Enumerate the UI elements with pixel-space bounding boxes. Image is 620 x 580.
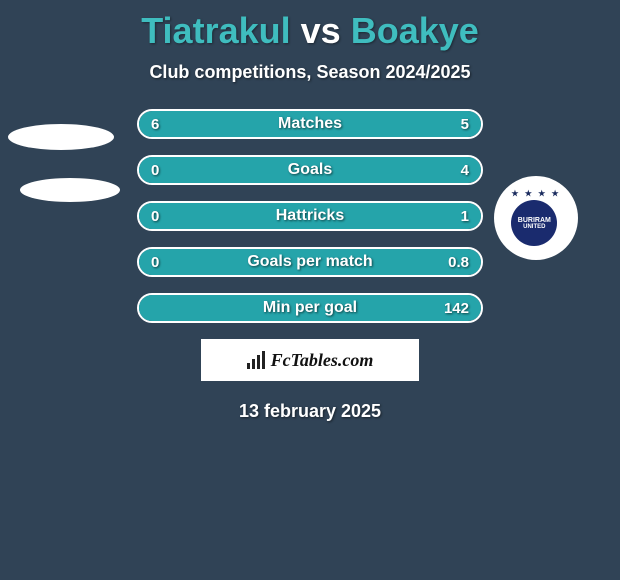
stat-fill-left <box>139 111 325 137</box>
badge-label: BURIRAM <box>518 217 551 224</box>
stat-left-value: 0 <box>151 157 159 183</box>
comparison-title: Tiatrakul vs Boakye <box>0 0 620 52</box>
stat-left-value: 6 <box>151 111 159 137</box>
badge-emblem-icon: BURIRAM UNITED <box>511 200 557 246</box>
avatar-placeholder-left-bottom <box>20 178 120 202</box>
vs-text: vs <box>301 10 341 51</box>
avatar-placeholder-left-top <box>8 124 114 150</box>
stat-right-value: 0.8 <box>448 249 469 275</box>
stat-fill-right <box>139 295 481 321</box>
bars-icon <box>247 351 265 369</box>
badge-inner: ★ ★ ★ ★ BURIRAM UNITED <box>511 190 560 246</box>
player1-name: Tiatrakul <box>141 10 290 51</box>
badge-sublabel: UNITED <box>523 224 545 230</box>
date: 13 february 2025 <box>0 401 620 422</box>
stat-fill-right <box>139 157 481 183</box>
stat-left-value: 0 <box>151 203 159 229</box>
stat-left-value: 0 <box>151 249 159 275</box>
badge-stars-icon: ★ ★ ★ ★ <box>511 190 560 198</box>
stat-right-value: 5 <box>461 111 469 137</box>
stat-row: 65Matches <box>137 109 483 139</box>
stat-right-value: 142 <box>444 295 469 321</box>
brand-logo-box: FcTables.com <box>201 339 419 381</box>
stat-right-value: 1 <box>461 203 469 229</box>
brand-text: FcTables.com <box>271 350 374 371</box>
subtitle: Club competitions, Season 2024/2025 <box>0 62 620 83</box>
stat-fill-right <box>139 249 481 275</box>
club-badge-right: ★ ★ ★ ★ BURIRAM UNITED <box>494 176 578 260</box>
stat-row: 04Goals <box>137 155 483 185</box>
player2-name: Boakye <box>351 10 479 51</box>
stat-row: 01Hattricks <box>137 201 483 231</box>
stat-fill-right <box>139 203 481 229</box>
stat-fill-right <box>325 111 481 137</box>
stat-right-value: 4 <box>461 157 469 183</box>
stat-row: 00.8Goals per match <box>137 247 483 277</box>
stat-row: 142Min per goal <box>137 293 483 323</box>
